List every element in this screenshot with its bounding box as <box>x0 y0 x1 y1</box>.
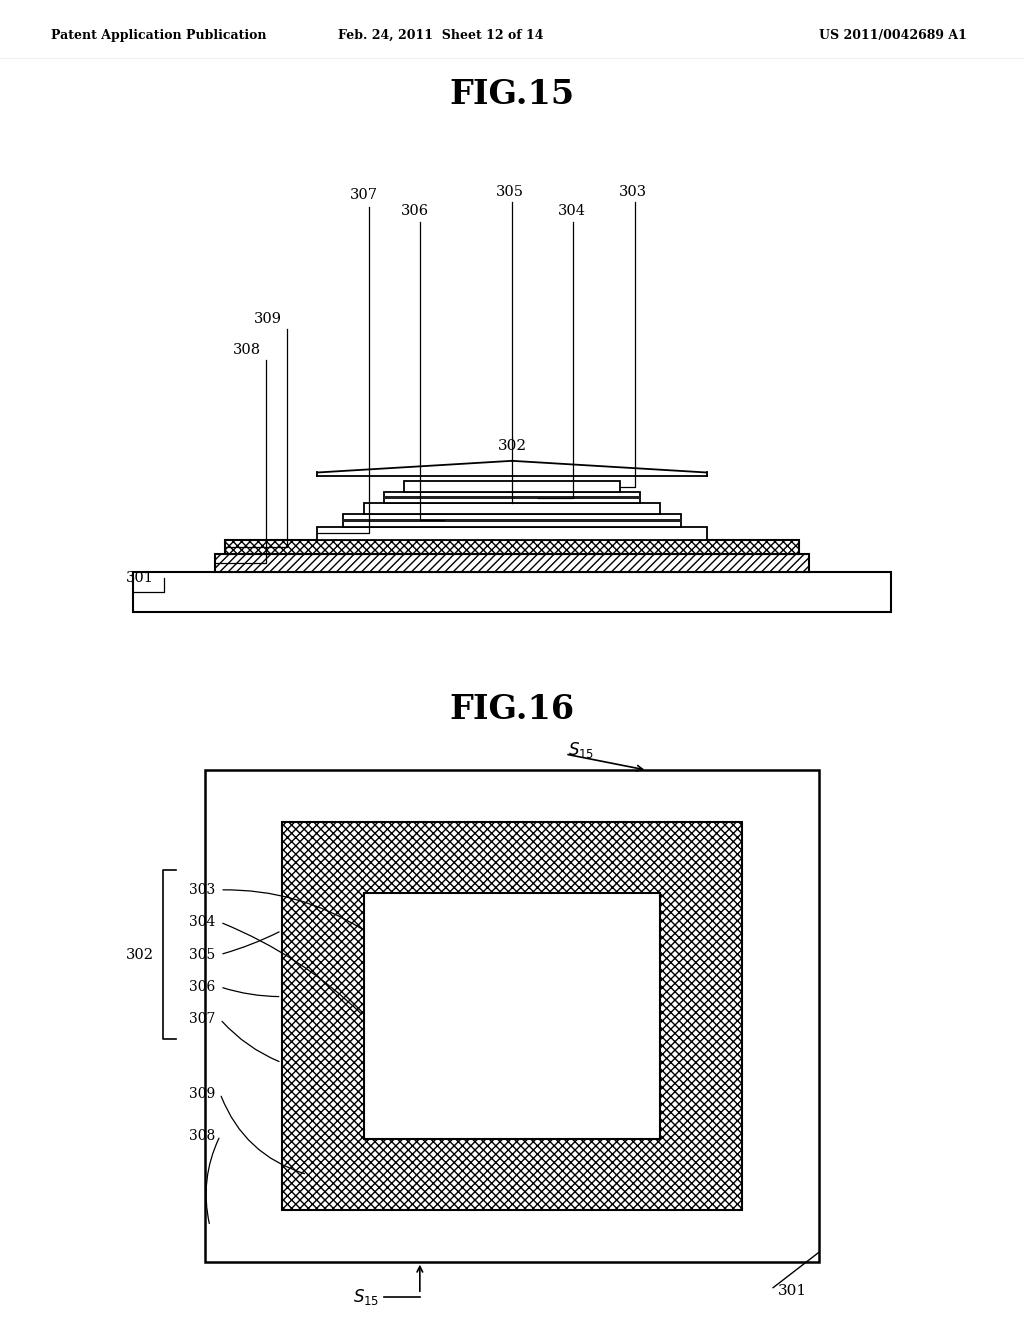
Text: FIG.15: FIG.15 <box>450 78 574 111</box>
Text: 302: 302 <box>126 948 154 961</box>
Text: US 2011/0042689 A1: US 2011/0042689 A1 <box>819 29 967 42</box>
Bar <box>215 553 809 572</box>
Text: 302: 302 <box>498 440 526 454</box>
Text: 309: 309 <box>254 313 282 326</box>
Text: 305: 305 <box>496 185 524 199</box>
Text: $S_{15}$: $S_{15}$ <box>568 739 595 759</box>
Bar <box>205 771 819 1262</box>
Text: $S_{15}$: $S_{15}$ <box>352 1287 379 1307</box>
Text: 308: 308 <box>233 343 261 358</box>
Text: 305: 305 <box>188 948 215 961</box>
Text: 309: 309 <box>188 1086 215 1101</box>
Text: 304: 304 <box>557 203 586 218</box>
Text: 304: 304 <box>188 915 215 929</box>
Bar <box>343 515 681 527</box>
Text: 301: 301 <box>778 1284 807 1298</box>
Bar <box>282 822 742 1210</box>
Bar <box>384 496 640 499</box>
Bar <box>364 503 660 515</box>
Bar <box>317 527 707 540</box>
Bar <box>225 540 799 553</box>
Text: Patent Application Publication: Patent Application Publication <box>51 29 266 42</box>
Bar <box>343 519 681 523</box>
Text: 303: 303 <box>618 185 647 199</box>
Bar <box>404 480 620 492</box>
Text: 307: 307 <box>188 1012 215 1026</box>
Bar <box>133 572 891 612</box>
Bar <box>364 894 660 1139</box>
Bar <box>384 492 640 503</box>
Text: 307: 307 <box>349 187 378 202</box>
Text: 306: 306 <box>188 979 215 994</box>
Text: FIG.16: FIG.16 <box>450 693 574 726</box>
Text: 301: 301 <box>126 572 154 585</box>
Text: 308: 308 <box>188 1129 215 1143</box>
Text: 306: 306 <box>400 203 429 218</box>
Text: 303: 303 <box>188 883 215 896</box>
Text: Feb. 24, 2011  Sheet 12 of 14: Feb. 24, 2011 Sheet 12 of 14 <box>338 29 543 42</box>
